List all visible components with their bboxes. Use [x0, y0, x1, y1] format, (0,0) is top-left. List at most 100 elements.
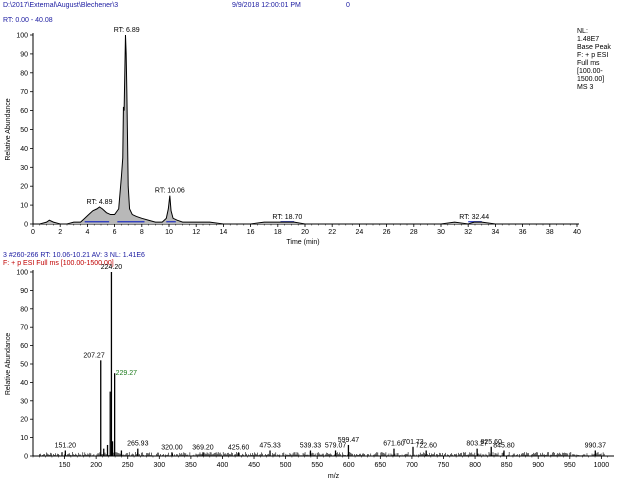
mass-spectrum-plot: 0 10 20 30 40 50 60 70 80 90 100 150 200 250 300 350 400…	[5, 264, 614, 480]
peak-label: 207.27	[83, 352, 105, 359]
spectrum-y-label: Relative Abundance	[5, 333, 12, 395]
y-tick-label: 70	[20, 325, 28, 332]
info-line: F: + p ESI	[577, 52, 609, 59]
x-tick-label: 36	[519, 229, 527, 236]
y-tick-label: 50	[20, 362, 28, 369]
y-tick-label: 60	[20, 108, 28, 115]
x-tick-label: 22	[328, 229, 336, 236]
y-tick-label: 50	[20, 127, 28, 134]
y-tick-label: 90	[20, 288, 28, 295]
peak-label: RT: 10.06	[155, 188, 185, 195]
spectrum-x-label: m/z	[328, 473, 340, 480]
x-tick-label: 4	[85, 229, 89, 236]
info-line: [100.00-	[577, 68, 603, 75]
peak-label: 722.60	[415, 442, 437, 449]
y-tick-label: 40	[20, 146, 28, 153]
peak-label: 369.20	[192, 444, 214, 451]
peak-label: 825.60	[481, 439, 503, 446]
y-tick-label: 0	[24, 222, 28, 229]
peak-label: 990.37	[585, 442, 607, 449]
x-tick-label: 700	[406, 462, 418, 469]
peak-label: 265.93	[127, 441, 149, 448]
x-tick-label: 300	[153, 462, 165, 469]
info-line: Full ms	[577, 60, 600, 67]
x-tick-label: 16	[247, 229, 255, 236]
chromatogram-y-label: Relative Abundance	[5, 98, 12, 160]
x-tick-label: 600	[343, 462, 355, 469]
x-tick-label: 40	[573, 229, 581, 236]
y-tick-label: 80	[20, 306, 28, 313]
y-tick-label: 20	[20, 184, 28, 191]
x-tick-label: 850	[501, 462, 513, 469]
chromatogram-range: RT: 0.00 - 40.08	[3, 17, 53, 24]
x-tick-label: 150	[59, 462, 71, 469]
x-tick-label: 32	[464, 229, 472, 236]
peak-label: 599.47	[338, 437, 360, 444]
chromatogram-x-label: Time (min)	[286, 239, 319, 246]
x-tick-label: 30	[437, 229, 445, 236]
x-tick-label: 38	[546, 229, 554, 236]
y-tick-label: 100	[16, 270, 28, 277]
y-tick-label: 80	[20, 70, 28, 77]
x-tick-label: 18	[274, 229, 282, 236]
peak-label: 803.27	[466, 441, 488, 448]
peak-label: 539.33	[300, 442, 322, 449]
x-tick-label: 10	[165, 229, 173, 236]
spectrum-filter: F: + p ESI Full ms [100.00-1500.00]	[3, 260, 114, 267]
y-tick-label: 90	[20, 51, 28, 58]
x-tick-label: 8	[140, 229, 144, 236]
spectrum-scan-header: 3 #260-266 RT: 10.06-10.21 AV: 3 NL: 1.4…	[3, 252, 145, 259]
x-tick-label: 24	[356, 229, 364, 236]
info-line: MS 3	[577, 84, 594, 91]
peak-label: 579.07	[325, 442, 347, 449]
file-path: D:\2017\External\August\Blechener\3	[3, 2, 119, 9]
x-tick-label: 14	[220, 229, 228, 236]
x-tick-label: 650	[374, 462, 386, 469]
x-tick-label: 550	[311, 462, 323, 469]
y-tick-label: 30	[20, 165, 28, 172]
y-tick-label: 70	[20, 89, 28, 96]
peak-label: 151.20	[55, 442, 77, 449]
peak-label: 701.73	[402, 439, 424, 446]
x-tick-label: 20	[301, 229, 309, 236]
x-tick-label: 900	[532, 462, 544, 469]
x-tick-label: 750	[438, 462, 450, 469]
y-tick-label: 30	[20, 398, 28, 405]
peak-label: 229.27	[116, 370, 138, 377]
y-tick-label: 40	[20, 380, 28, 387]
peak-label: RT: 32.44	[459, 214, 489, 221]
peak-label: 671.60	[383, 441, 405, 448]
info-line: 1.48E7	[577, 36, 600, 43]
x-tick-label: 12	[192, 229, 200, 236]
peak-label: 425.60	[228, 444, 250, 451]
header-flag: 0	[346, 2, 350, 9]
chromatogram-peak-area	[33, 35, 577, 224]
x-tick-label: 6	[113, 229, 117, 236]
info-line: NL:	[577, 28, 588, 35]
x-tick-label: 500	[280, 462, 292, 469]
info-line: Base Peak	[577, 44, 611, 51]
info-line: 1500.00]	[577, 76, 605, 83]
peak-label: 320.00	[161, 444, 183, 451]
y-tick-label: 10	[20, 203, 28, 210]
x-tick-label: 450	[248, 462, 260, 469]
x-tick-label: 2	[58, 229, 62, 236]
x-tick-label: 200	[90, 462, 102, 469]
x-tick-label: 250	[122, 462, 134, 469]
peak-label: RT: 6.89	[114, 27, 140, 34]
x-tick-label: 400	[217, 462, 229, 469]
y-tick-label: 10	[20, 435, 28, 442]
chromatogram-trace	[33, 34, 577, 225]
peak-label: 475.33	[259, 442, 281, 449]
y-tick-label: 60	[20, 343, 28, 350]
x-tick-label: 1000	[594, 462, 610, 469]
y-tick-label: 0	[24, 454, 28, 461]
x-tick-label: 0	[31, 229, 35, 236]
y-tick-label: 100	[16, 33, 28, 40]
peak-label: RT: 4.89	[87, 199, 113, 206]
peak-label: 845.80	[493, 442, 515, 449]
y-tick-label: 20	[20, 417, 28, 424]
chromatogram-info-panel: NL: 1.48E7 Base Peak F: + p ESI Full ms [100.…	[577, 28, 611, 92]
